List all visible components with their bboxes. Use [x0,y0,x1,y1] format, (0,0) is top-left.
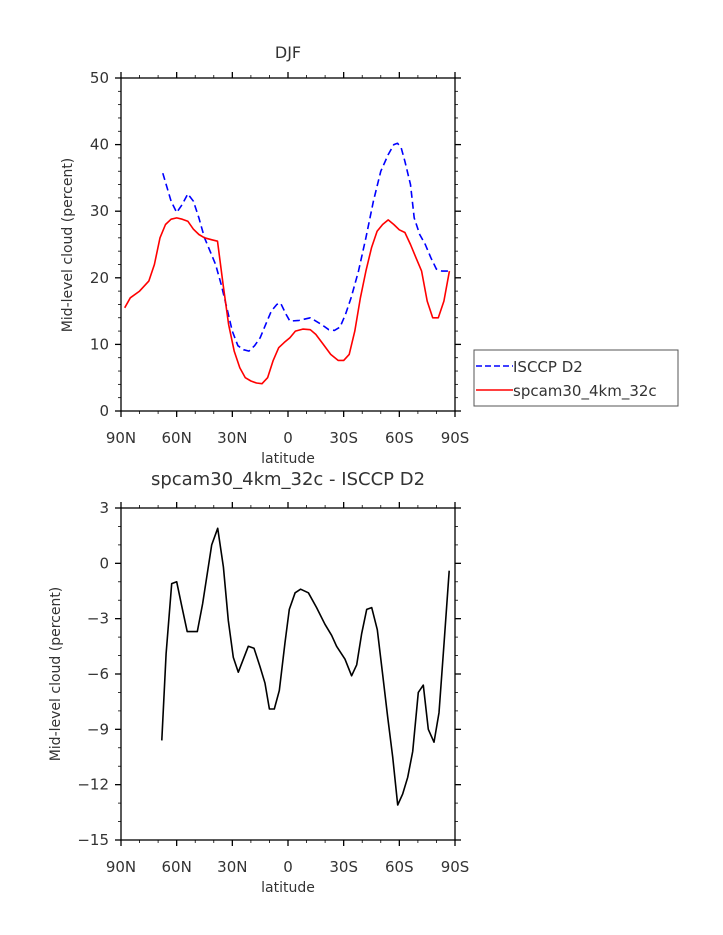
y-tick-label: 10 [90,335,109,353]
x-tick-label: 30N [217,858,247,876]
y-tick-label: 20 [90,269,109,287]
chart-panel-0: 90N 60N 30N 0 30S 60S 90S 0 10 20 30 40 50 latitude Mi… [60,43,679,467]
y-tick-label: 0 [99,554,109,572]
series-line-isccp-d2 [162,142,450,352]
x-tick-label: 60N [162,858,192,876]
y-tick-label: −15 [77,831,109,849]
legend-label: spcam30_4km_32c [513,382,657,401]
x-tick-label: 30S [329,429,358,447]
y-tick-label: −9 [87,720,109,738]
plot-frame [120,77,456,412]
chart-title: spcam30_4km_32c - ISCCP D2 [151,469,425,490]
x-tick-label: 90S [441,429,470,447]
x-axis-label: latitude [261,451,315,467]
x-tick-label: 90N [106,858,136,876]
x-tick-label: 60S [385,858,414,876]
y-tick-label: 0 [99,402,109,420]
series-line-difference [161,527,450,806]
legend-label: ISCCP D2 [513,358,583,376]
plot-frame [120,507,456,841]
x-tick-label: 60S [385,429,414,447]
x-tick-label: 30S [329,858,358,876]
y-tick-label: −6 [87,665,109,683]
y-tick-label: 50 [90,69,109,87]
chart-panel-1: 90N 60N 30N 0 30S 60S 90S 3 0 −3 −6 −9 −12 −15 latitud… [48,469,469,896]
legend: ISCCP D2 spcam30_4km_32c [473,349,679,407]
x-tick-label: 60N [162,429,192,447]
y-tick-label: 3 [99,499,109,517]
series-line-spcam30-4km-32c [124,217,451,385]
x-tick-label: 90S [441,858,470,876]
y-tick-label: −3 [87,610,109,628]
y-tick-label: −12 [77,776,109,794]
legend-box [473,349,679,407]
chart-title: DJF [275,43,301,62]
x-tick-label: 30N [217,429,247,447]
y-tick-label: 40 [90,136,109,154]
x-tick-label: 0 [283,858,293,876]
y-axis-label: Mid-level cloud (percent) [48,587,64,762]
x-tick-label: 90N [106,429,136,447]
x-tick-label: 0 [283,429,293,447]
x-axis-label: latitude [261,880,315,896]
y-axis-label: Mid-level cloud (percent) [60,158,76,333]
y-tick-label: 30 [90,202,109,220]
